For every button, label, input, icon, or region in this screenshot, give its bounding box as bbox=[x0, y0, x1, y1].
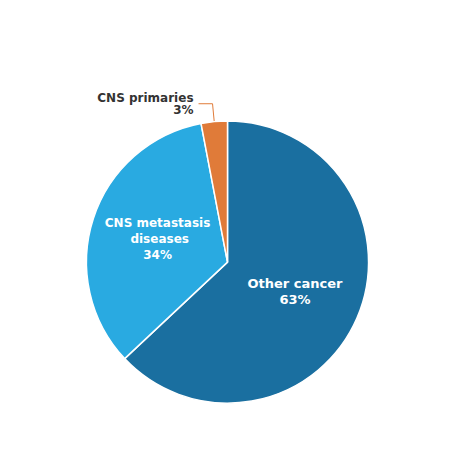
svg-text:CNS primaries: CNS primaries bbox=[97, 90, 194, 105]
svg-text:diseases: diseases bbox=[126, 232, 189, 246]
svg-text:Other cancer: Other cancer bbox=[248, 276, 344, 291]
svg-text:CNS metastasis: CNS metastasis bbox=[105, 216, 211, 230]
svg-text:3%: 3% bbox=[173, 103, 193, 117]
svg-text:34%: 34% bbox=[143, 248, 172, 262]
svg-text:63%: 63% bbox=[279, 292, 310, 307]
